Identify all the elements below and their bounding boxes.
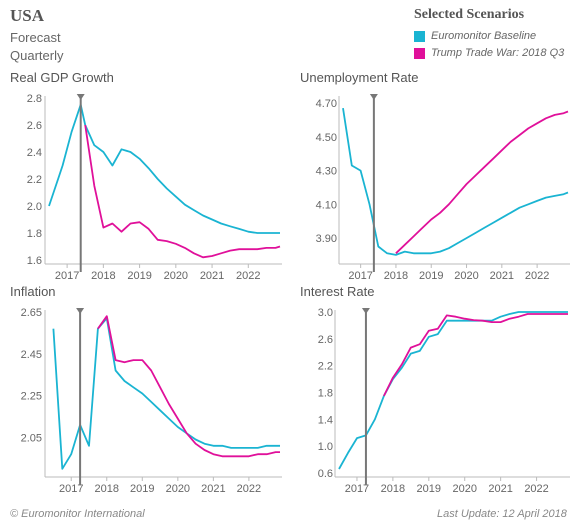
interest-y-tick-label: 2.6: [318, 334, 333, 346]
inflation-x-tick-label: 2022: [237, 483, 261, 495]
interest-x-tick-label: 2018: [381, 483, 405, 495]
unemployment-x-tick-label: 2021: [490, 270, 514, 282]
unemployment-series-trade-war: [395, 110, 569, 254]
interest-y-tick-label: 3.0: [318, 307, 333, 319]
unemployment-x-tick-label: 2020: [454, 270, 478, 282]
legend-label-trade-war: Trump Trade War: 2018 Q3: [431, 47, 565, 59]
last-update-footer: Last Update: 12 April 2018: [437, 508, 567, 520]
interest-y-tick-label: 0.6: [318, 468, 333, 480]
unemployment-series-baseline: [342, 107, 569, 256]
interest-y-tick-label: 1.8: [318, 388, 333, 400]
unemployment-forecast-marker-head: [369, 94, 378, 100]
legend-label-baseline: Euromonitor Baseline: [431, 30, 537, 42]
inflation-forecast-marker-head: [76, 308, 85, 314]
inflation-x-tick-label: 2018: [95, 483, 119, 495]
country-title: USA: [10, 6, 45, 25]
unemployment-y-tick-label: 4.10: [316, 199, 337, 211]
gdp-x-tick-label: 2020: [164, 270, 188, 282]
inflation-y-tick-label: 2.65: [21, 307, 42, 319]
unemployment-y-tick-label: 3.90: [316, 233, 337, 245]
gdp-x-tick-label: 2022: [236, 270, 260, 282]
unemployment-panel-title: Unemployment Rate: [300, 70, 419, 85]
copyright-footer: © Euromonitor International: [10, 508, 145, 520]
gdp-y-tick-label: 2.4: [27, 147, 42, 159]
interest-x-tick-label: 2021: [488, 483, 512, 495]
gdp-y-tick-label: 1.8: [27, 228, 42, 240]
gdp-x-tick-label: 2019: [127, 270, 151, 282]
interest-forecast-marker-head: [361, 308, 370, 314]
interest-panel-title: Interest Rate: [300, 284, 375, 299]
legend-swatch-trade-war: [414, 47, 425, 59]
legend-item-baseline[interactable]: Euromonitor Baseline: [414, 30, 536, 42]
inflation-series-baseline: [52, 317, 280, 470]
inflation-x-tick-label: 2019: [130, 483, 154, 495]
interest-series-baseline: [338, 311, 568, 470]
interest-y-tick-label: 2.2: [318, 361, 333, 373]
gdp-y-tick-label: 2.2: [27, 174, 42, 186]
legend-heading: Selected Scenarios: [414, 7, 525, 22]
interest-y-tick-label: 1.0: [318, 441, 333, 453]
inflation-x-tick-label: 2021: [201, 483, 225, 495]
interest-series-trade-war: [383, 313, 568, 397]
inflation-y-tick-label: 2.25: [21, 391, 42, 403]
gdp-panel-title: Real GDP Growth: [10, 70, 114, 85]
interest-x-tick-label: 2022: [524, 483, 548, 495]
interest-x-tick-label: 2020: [452, 483, 476, 495]
gdp-x-tick-label: 2017: [55, 270, 79, 282]
gdp-series-baseline: [48, 103, 280, 234]
inflation-series-trade-war: [97, 315, 280, 458]
gdp-y-tick-label: 2.6: [27, 120, 42, 132]
unemployment-y-tick-label: 4.70: [316, 98, 337, 110]
forecast-label: Forecast: [10, 30, 61, 45]
interest-x-tick-label: 2019: [417, 483, 441, 495]
inflation-x-tick-label: 2020: [166, 483, 190, 495]
legend-swatch-baseline: [414, 30, 425, 42]
unemployment-x-tick-label: 2022: [525, 270, 549, 282]
gdp-x-tick-label: 2021: [200, 270, 224, 282]
interest-x-tick-label: 2017: [345, 483, 369, 495]
unemployment-x-tick-label: 2019: [419, 270, 443, 282]
inflation-y-tick-label: 2.45: [21, 349, 42, 361]
gdp-y-tick-label: 2.0: [27, 201, 42, 213]
frequency-label: Quarterly: [10, 48, 64, 63]
inflation-x-tick-label: 2017: [59, 483, 83, 495]
unemployment-x-tick-label: 2017: [348, 270, 372, 282]
gdp-y-tick-label: 1.6: [27, 255, 42, 267]
gdp-series-trade-war: [84, 124, 281, 259]
gdp-x-tick-label: 2018: [91, 270, 115, 282]
gdp-forecast-marker-head: [76, 94, 85, 100]
legend-item-trade-war[interactable]: Trump Trade War: 2018 Q3: [414, 47, 564, 59]
inflation-y-tick-label: 2.05: [21, 432, 42, 444]
interest-y-tick-label: 1.4: [318, 414, 333, 426]
unemployment-y-tick-label: 4.50: [316, 132, 337, 144]
unemployment-y-tick-label: 4.30: [316, 166, 337, 178]
inflation-panel-title: Inflation: [10, 284, 56, 299]
gdp-y-tick-label: 2.8: [27, 93, 42, 105]
unemployment-x-tick-label: 2018: [384, 270, 408, 282]
